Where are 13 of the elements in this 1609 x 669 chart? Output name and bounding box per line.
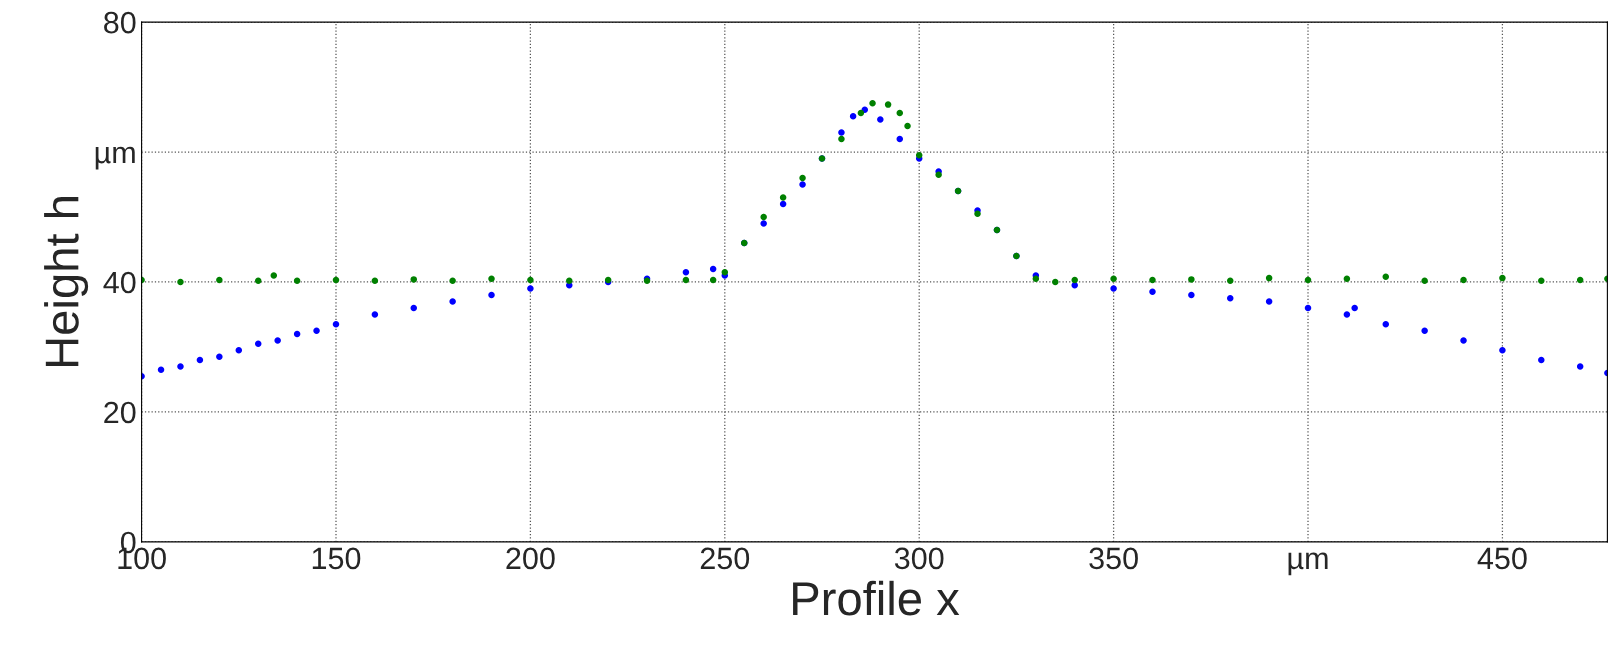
x-tick-label: 450 bbox=[1477, 547, 1527, 570]
x-tick-label: 150 bbox=[312, 547, 361, 570]
y-tick-label: µm bbox=[95, 146, 135, 170]
y-tick-label: 40 bbox=[103, 271, 136, 294]
x-tick-label: 250 bbox=[700, 547, 750, 570]
x-tick-label: µm bbox=[1288, 552, 1328, 576]
x-axis-title: Profile x bbox=[793, 580, 960, 616]
y-tick-label: 20 bbox=[104, 401, 136, 424]
y-axis-title: Height h bbox=[44, 197, 89, 367]
x-tick-label: 350 bbox=[1089, 547, 1138, 570]
y-tick-label: 80 bbox=[104, 11, 136, 34]
x-tick-label: 200 bbox=[506, 547, 555, 570]
x-tick-label: 300 bbox=[894, 547, 944, 570]
